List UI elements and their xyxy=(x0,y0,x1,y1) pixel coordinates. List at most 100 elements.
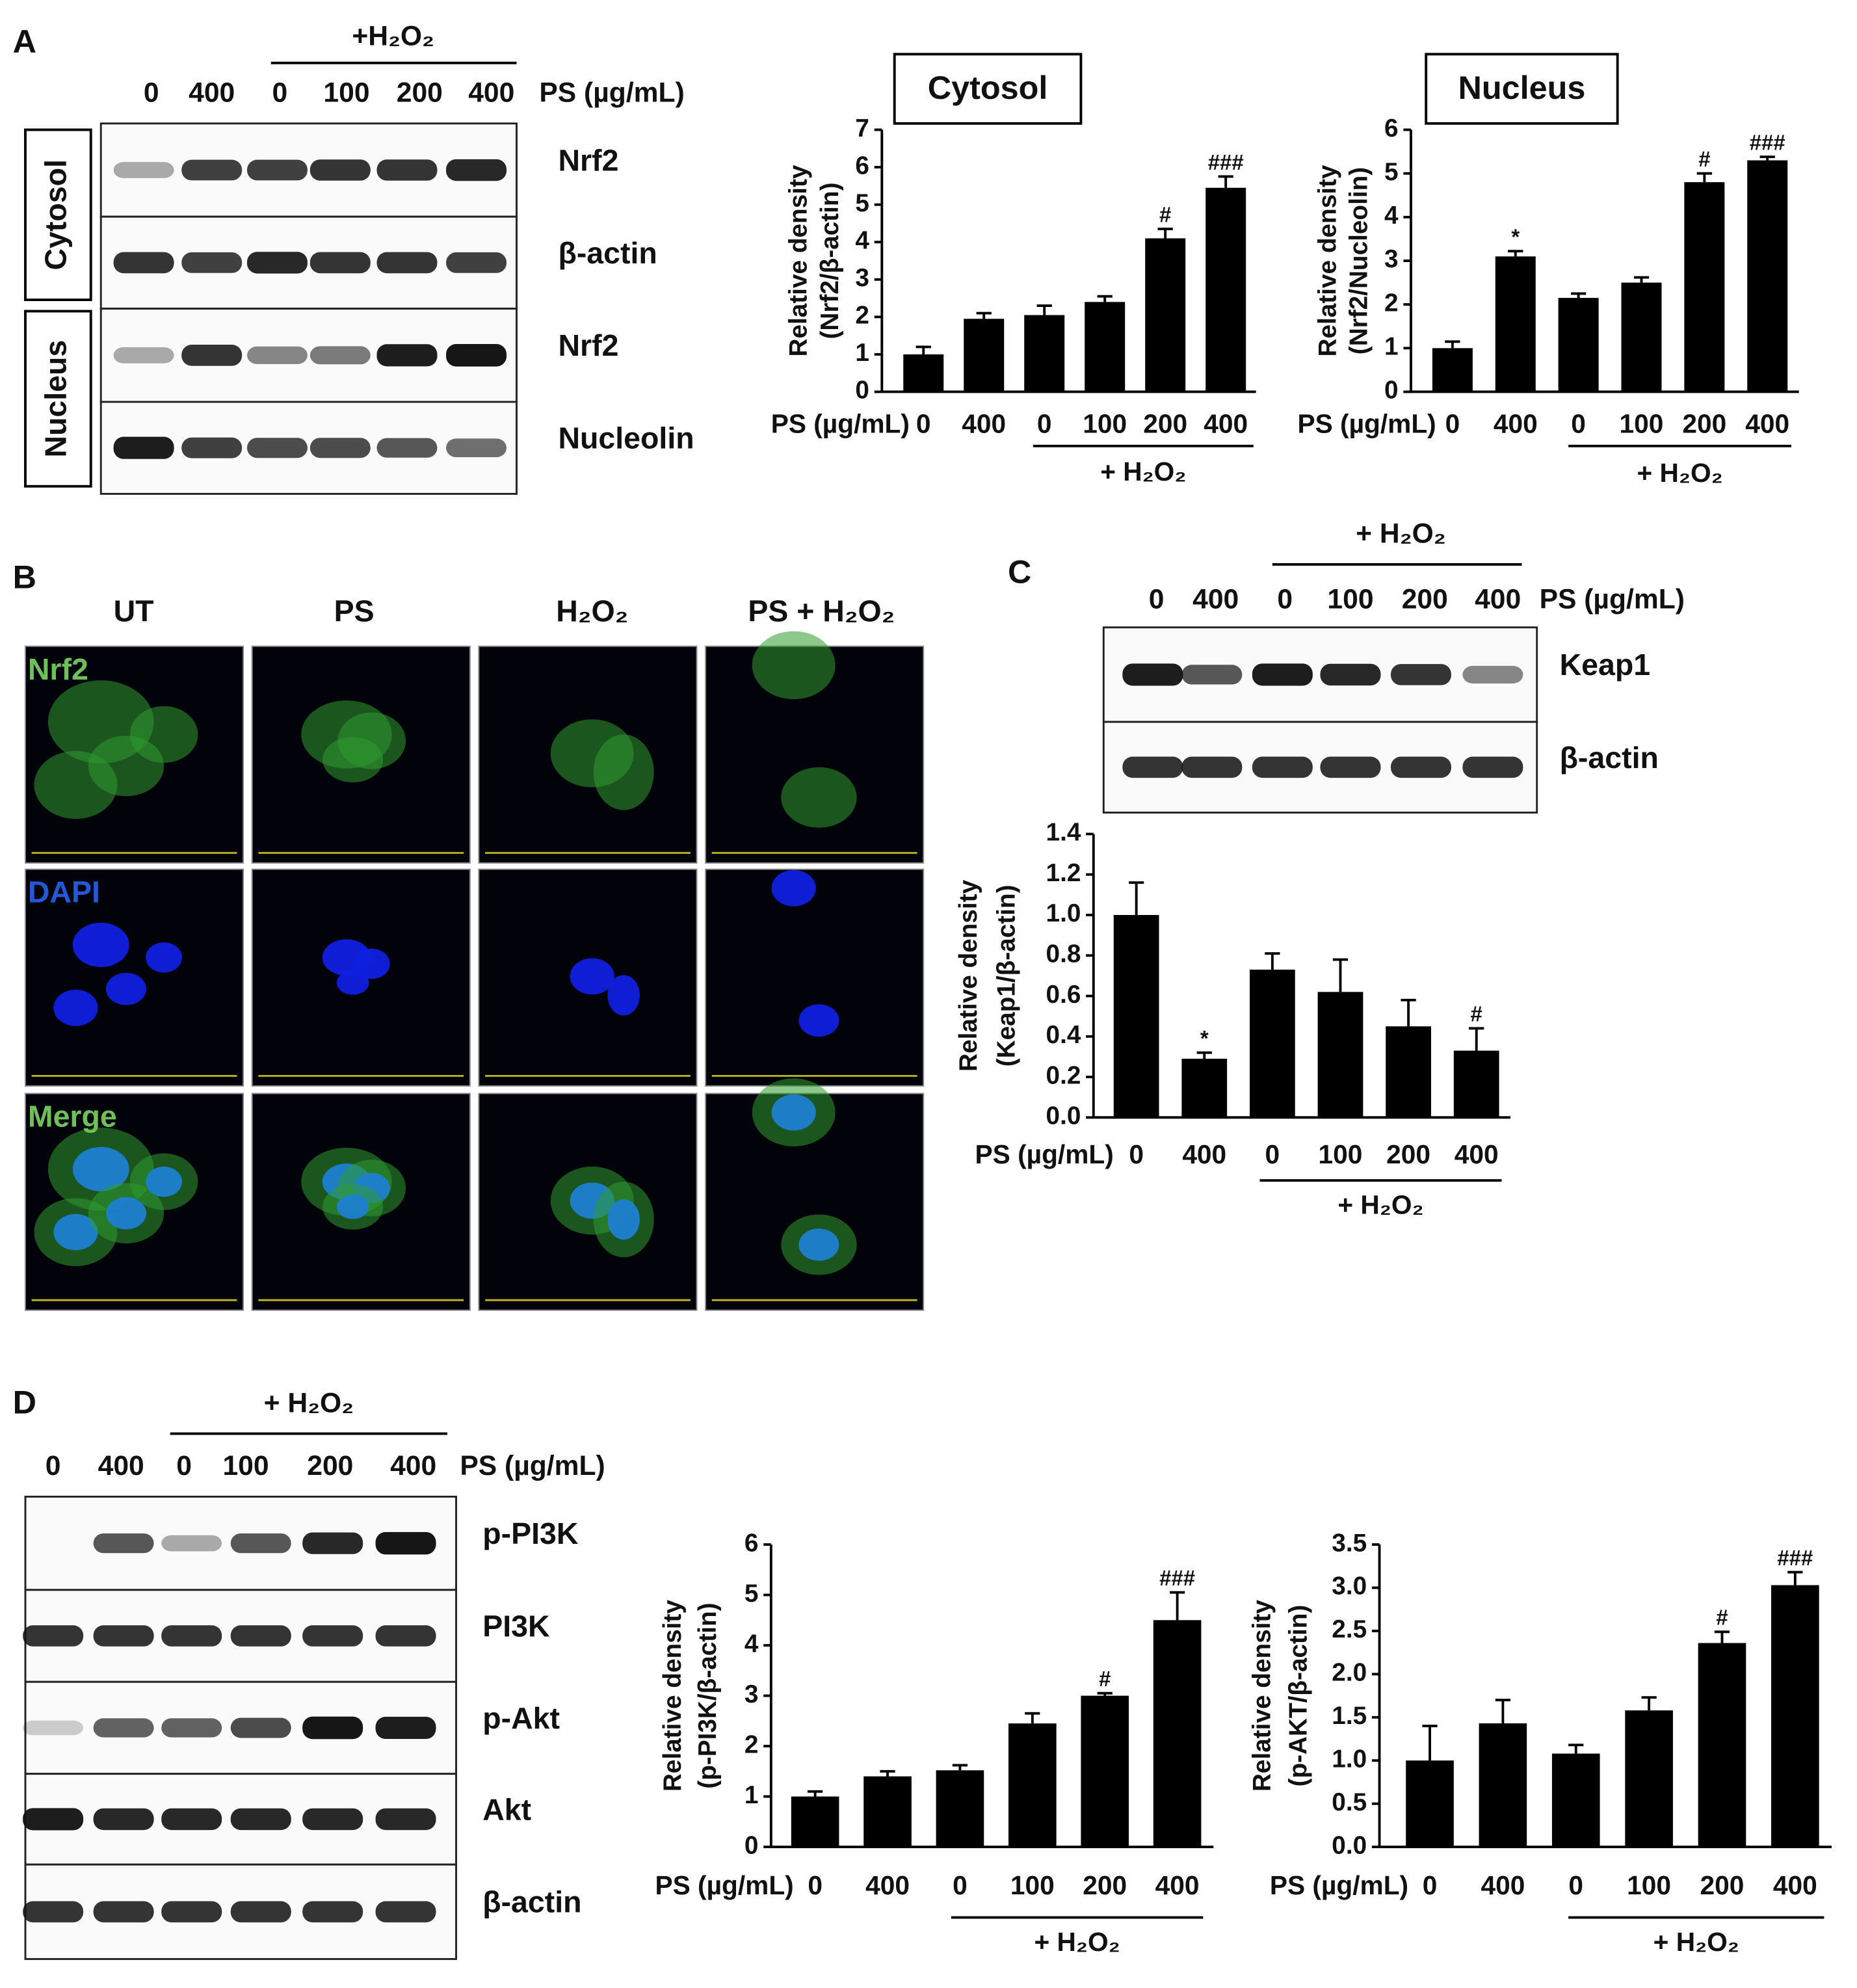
band xyxy=(1181,756,1243,778)
y-tick-label: 0 xyxy=(1384,377,1399,404)
band xyxy=(230,1717,291,1738)
cytoplasm xyxy=(323,737,384,783)
row-label: Nucleolin xyxy=(558,421,694,455)
lane-label: 200 xyxy=(1402,583,1448,615)
bar xyxy=(1551,1753,1600,1848)
nucleus xyxy=(146,1166,182,1197)
lane-label: 200 xyxy=(307,1450,353,1481)
band xyxy=(310,159,371,181)
bar xyxy=(936,1770,984,1848)
title-box xyxy=(1425,53,1619,125)
x-tick-label: 0 xyxy=(953,1870,968,1900)
band xyxy=(181,252,243,273)
band xyxy=(1320,663,1381,686)
y-tick-label: 5 xyxy=(744,1580,759,1608)
y-tick-label: 0.4 xyxy=(1046,1021,1081,1049)
cytoplasm xyxy=(781,767,857,828)
band xyxy=(376,159,438,181)
nucleus xyxy=(105,972,146,1005)
row-label: β-actin xyxy=(482,1885,581,1918)
x-tick-label: 100 xyxy=(1319,1139,1363,1169)
significance-label: * xyxy=(1511,225,1520,249)
y-tick-label: 6 xyxy=(1384,114,1399,142)
nucleus xyxy=(53,989,98,1026)
row-label: p-PI3K xyxy=(482,1517,579,1550)
y-tick-label: 1.0 xyxy=(1046,899,1081,927)
row-label: Nrf2 xyxy=(28,652,88,686)
row-label: Nrf2 xyxy=(558,328,618,362)
x-tick-label: 400 xyxy=(1481,1870,1525,1900)
band xyxy=(302,1808,363,1831)
panel-label: D xyxy=(13,1383,36,1420)
lane-label: 0 xyxy=(46,1450,61,1481)
significance-label: # xyxy=(1099,1667,1111,1691)
nucleus xyxy=(72,922,129,968)
band xyxy=(1181,665,1243,685)
fraction-box xyxy=(24,310,92,488)
column-header: H₂O₂ xyxy=(556,594,628,628)
x-tick-label: 400 xyxy=(1182,1139,1226,1169)
y-tick-label: 4 xyxy=(855,226,869,254)
y-tick-label: 0 xyxy=(855,377,869,404)
band xyxy=(230,1533,291,1554)
band xyxy=(23,1625,84,1647)
nucleus xyxy=(607,1199,640,1240)
band xyxy=(1252,756,1313,778)
band xyxy=(161,1535,222,1552)
band xyxy=(181,159,243,181)
x-tick-label: 100 xyxy=(1627,1870,1671,1900)
bar xyxy=(1317,992,1363,1118)
lane-label: 400 xyxy=(468,77,514,109)
nucleus xyxy=(353,948,390,979)
y-tick-label: 2.0 xyxy=(1332,1659,1367,1687)
band xyxy=(246,159,308,181)
row-label: DAPI xyxy=(28,875,100,909)
band xyxy=(181,345,243,366)
band xyxy=(161,1718,222,1738)
y-tick-label: 2.5 xyxy=(1332,1615,1367,1643)
column-header: PS + H₂O₂ xyxy=(748,594,895,628)
group-label: + H₂O₂ xyxy=(1356,518,1446,550)
bar xyxy=(1495,256,1536,392)
panel-label: B xyxy=(13,558,36,595)
x-tick-label: 100 xyxy=(1620,409,1664,439)
y-tick-label: 0.6 xyxy=(1046,981,1081,1009)
y-tick-label: 2 xyxy=(855,302,869,330)
band xyxy=(375,1531,436,1555)
band xyxy=(93,1625,154,1647)
lane-label: 400 xyxy=(189,77,235,109)
y-tick-label: 6 xyxy=(744,1529,759,1557)
band xyxy=(446,252,507,273)
y-tick-label: 3.0 xyxy=(1332,1572,1367,1600)
band xyxy=(375,1901,436,1923)
band xyxy=(1390,664,1451,685)
lane-label: 0 xyxy=(144,77,159,109)
bar xyxy=(1698,1643,1746,1848)
significance-label: ### xyxy=(1777,1546,1813,1570)
y-tick-label: 1.2 xyxy=(1046,859,1081,887)
x-tick-label: 200 xyxy=(1700,1870,1745,1900)
band xyxy=(302,1716,363,1740)
x-tick-label: 200 xyxy=(1083,1870,1127,1900)
x-prefix-label: PS (µg/mL) xyxy=(975,1139,1114,1169)
row-label: p-Akt xyxy=(482,1701,560,1735)
lane-label: 0 xyxy=(1149,583,1165,615)
y-tick-label: 5 xyxy=(855,189,869,217)
y-tick-label: 6 xyxy=(855,152,869,179)
bar xyxy=(1625,1710,1673,1848)
y-axis-label: (p-PI3K/β-actin) xyxy=(694,1602,722,1788)
nucleus xyxy=(798,1004,839,1037)
bar xyxy=(1153,1620,1202,1848)
y-axis-label: Relative density xyxy=(659,1600,687,1792)
dose-label: PS (µg/mL) xyxy=(539,77,684,109)
band xyxy=(230,1625,291,1647)
x-prefix-label: PS (µg/mL) xyxy=(1297,409,1436,439)
x-tick-label: 400 xyxy=(1494,409,1538,439)
bar xyxy=(1684,182,1725,392)
band xyxy=(161,1808,222,1831)
bar xyxy=(1479,1723,1527,1848)
nucleus xyxy=(798,1228,839,1261)
lane-label: 100 xyxy=(323,77,369,109)
lane-label: 0 xyxy=(272,77,287,109)
